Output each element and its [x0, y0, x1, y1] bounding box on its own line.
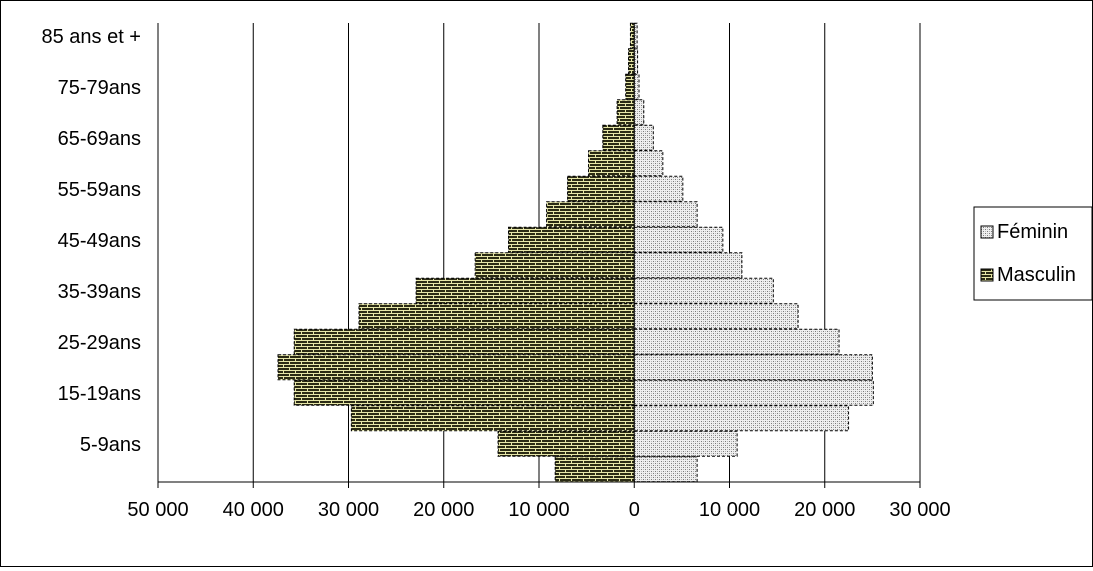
bar-masculin-55-59ans: [567, 175, 635, 202]
bar-masculin-85-ans-et: [629, 22, 635, 49]
bar-feminin-55-59ans: [633, 175, 684, 202]
x-tick-label: 20 000: [413, 499, 474, 521]
bar-feminin-85-ans-et: [633, 22, 638, 49]
bar-masculin-65-69ans: [602, 124, 635, 151]
bar-feminin-60-64ans: [633, 150, 664, 177]
y-tick-label: 55-59ans: [58, 179, 141, 201]
bar-feminin-10-14ans: [633, 405, 850, 432]
y-tick-label: 75-79ans: [58, 77, 141, 99]
bar-masculin-70-74ans: [616, 99, 635, 126]
bar-feminin-30-34ans: [633, 303, 799, 330]
y-tick-label: 5-9ans: [80, 434, 141, 456]
axes: 50 000 40 000 30 000 20 000 10 000 0 10 000 20 …: [41, 23, 951, 521]
bar-masculin-45-49ans: [508, 226, 635, 253]
bar-masculin-75-79ans: [625, 73, 635, 100]
bar-feminin-5-9ans: [633, 430, 738, 457]
bar-feminin-35-39ans: [633, 277, 774, 304]
bar-feminin-50-54ans: [633, 201, 698, 228]
bar-feminin-20-24ans: [633, 354, 873, 381]
y-tick-label: 65-69ans: [58, 128, 141, 150]
legend: Féminin Masculin: [973, 206, 1093, 301]
bars: [277, 22, 874, 483]
x-tick-label: 20 000: [794, 499, 855, 521]
bar-masculin-15-19ans: [293, 379, 635, 406]
legend-label-feminin: Féminin: [997, 221, 1068, 243]
y-tick-label: 15-19ans: [58, 383, 141, 405]
bar-feminin-80-84ans: [633, 48, 639, 75]
bar-feminin-45-49ans: [633, 226, 724, 253]
bar-feminin-15-19ans: [633, 379, 874, 406]
bar-masculin-80-84ans: [628, 48, 635, 75]
y-tick-label: 45-49ans: [58, 230, 141, 252]
legend-box: [973, 206, 1093, 301]
y-tick-label: 25-29ans: [58, 332, 141, 354]
x-tick-label: 50 000: [127, 499, 188, 521]
x-tick-label: 0: [629, 499, 640, 521]
bar-masculin-35-39ans: [415, 277, 635, 304]
legend-swatch-masculin: [980, 268, 994, 282]
bar-feminin-25-29ans: [633, 328, 840, 355]
bar-masculin-20-24ans: [277, 354, 635, 381]
bar-masculin-5-9ans: [497, 430, 635, 457]
legend-label-masculin: Masculin: [997, 264, 1076, 286]
bar-masculin-25-29ans: [293, 328, 635, 355]
x-tick-label: 30 000: [318, 499, 379, 521]
bar-masculin-30-34ans: [358, 303, 635, 330]
legend-swatch-feminin: [980, 225, 994, 239]
bar-masculin-60-64ans: [588, 150, 635, 177]
bar-feminin-65-69ans: [633, 124, 654, 151]
x-tick-label: 10 000: [699, 499, 760, 521]
x-tick-label: 30 000: [889, 499, 950, 521]
x-tick-label: 10 000: [508, 499, 569, 521]
bar-masculin-0-4ans: [554, 456, 635, 483]
bar-masculin-40-44ans: [474, 252, 635, 279]
bar-feminin-75-79ans: [633, 73, 640, 100]
bar-feminin-70-74ans: [633, 99, 645, 126]
bar-feminin-40-44ans: [633, 252, 743, 279]
x-tick-label: 40 000: [223, 499, 284, 521]
y-tick-label: 85 ans et +: [41, 26, 141, 48]
y-tick-label: 35-39ans: [58, 281, 141, 303]
bar-masculin-50-54ans: [546, 201, 635, 228]
bar-masculin-10-14ans: [350, 405, 635, 432]
bar-feminin-0-4ans: [633, 456, 698, 483]
